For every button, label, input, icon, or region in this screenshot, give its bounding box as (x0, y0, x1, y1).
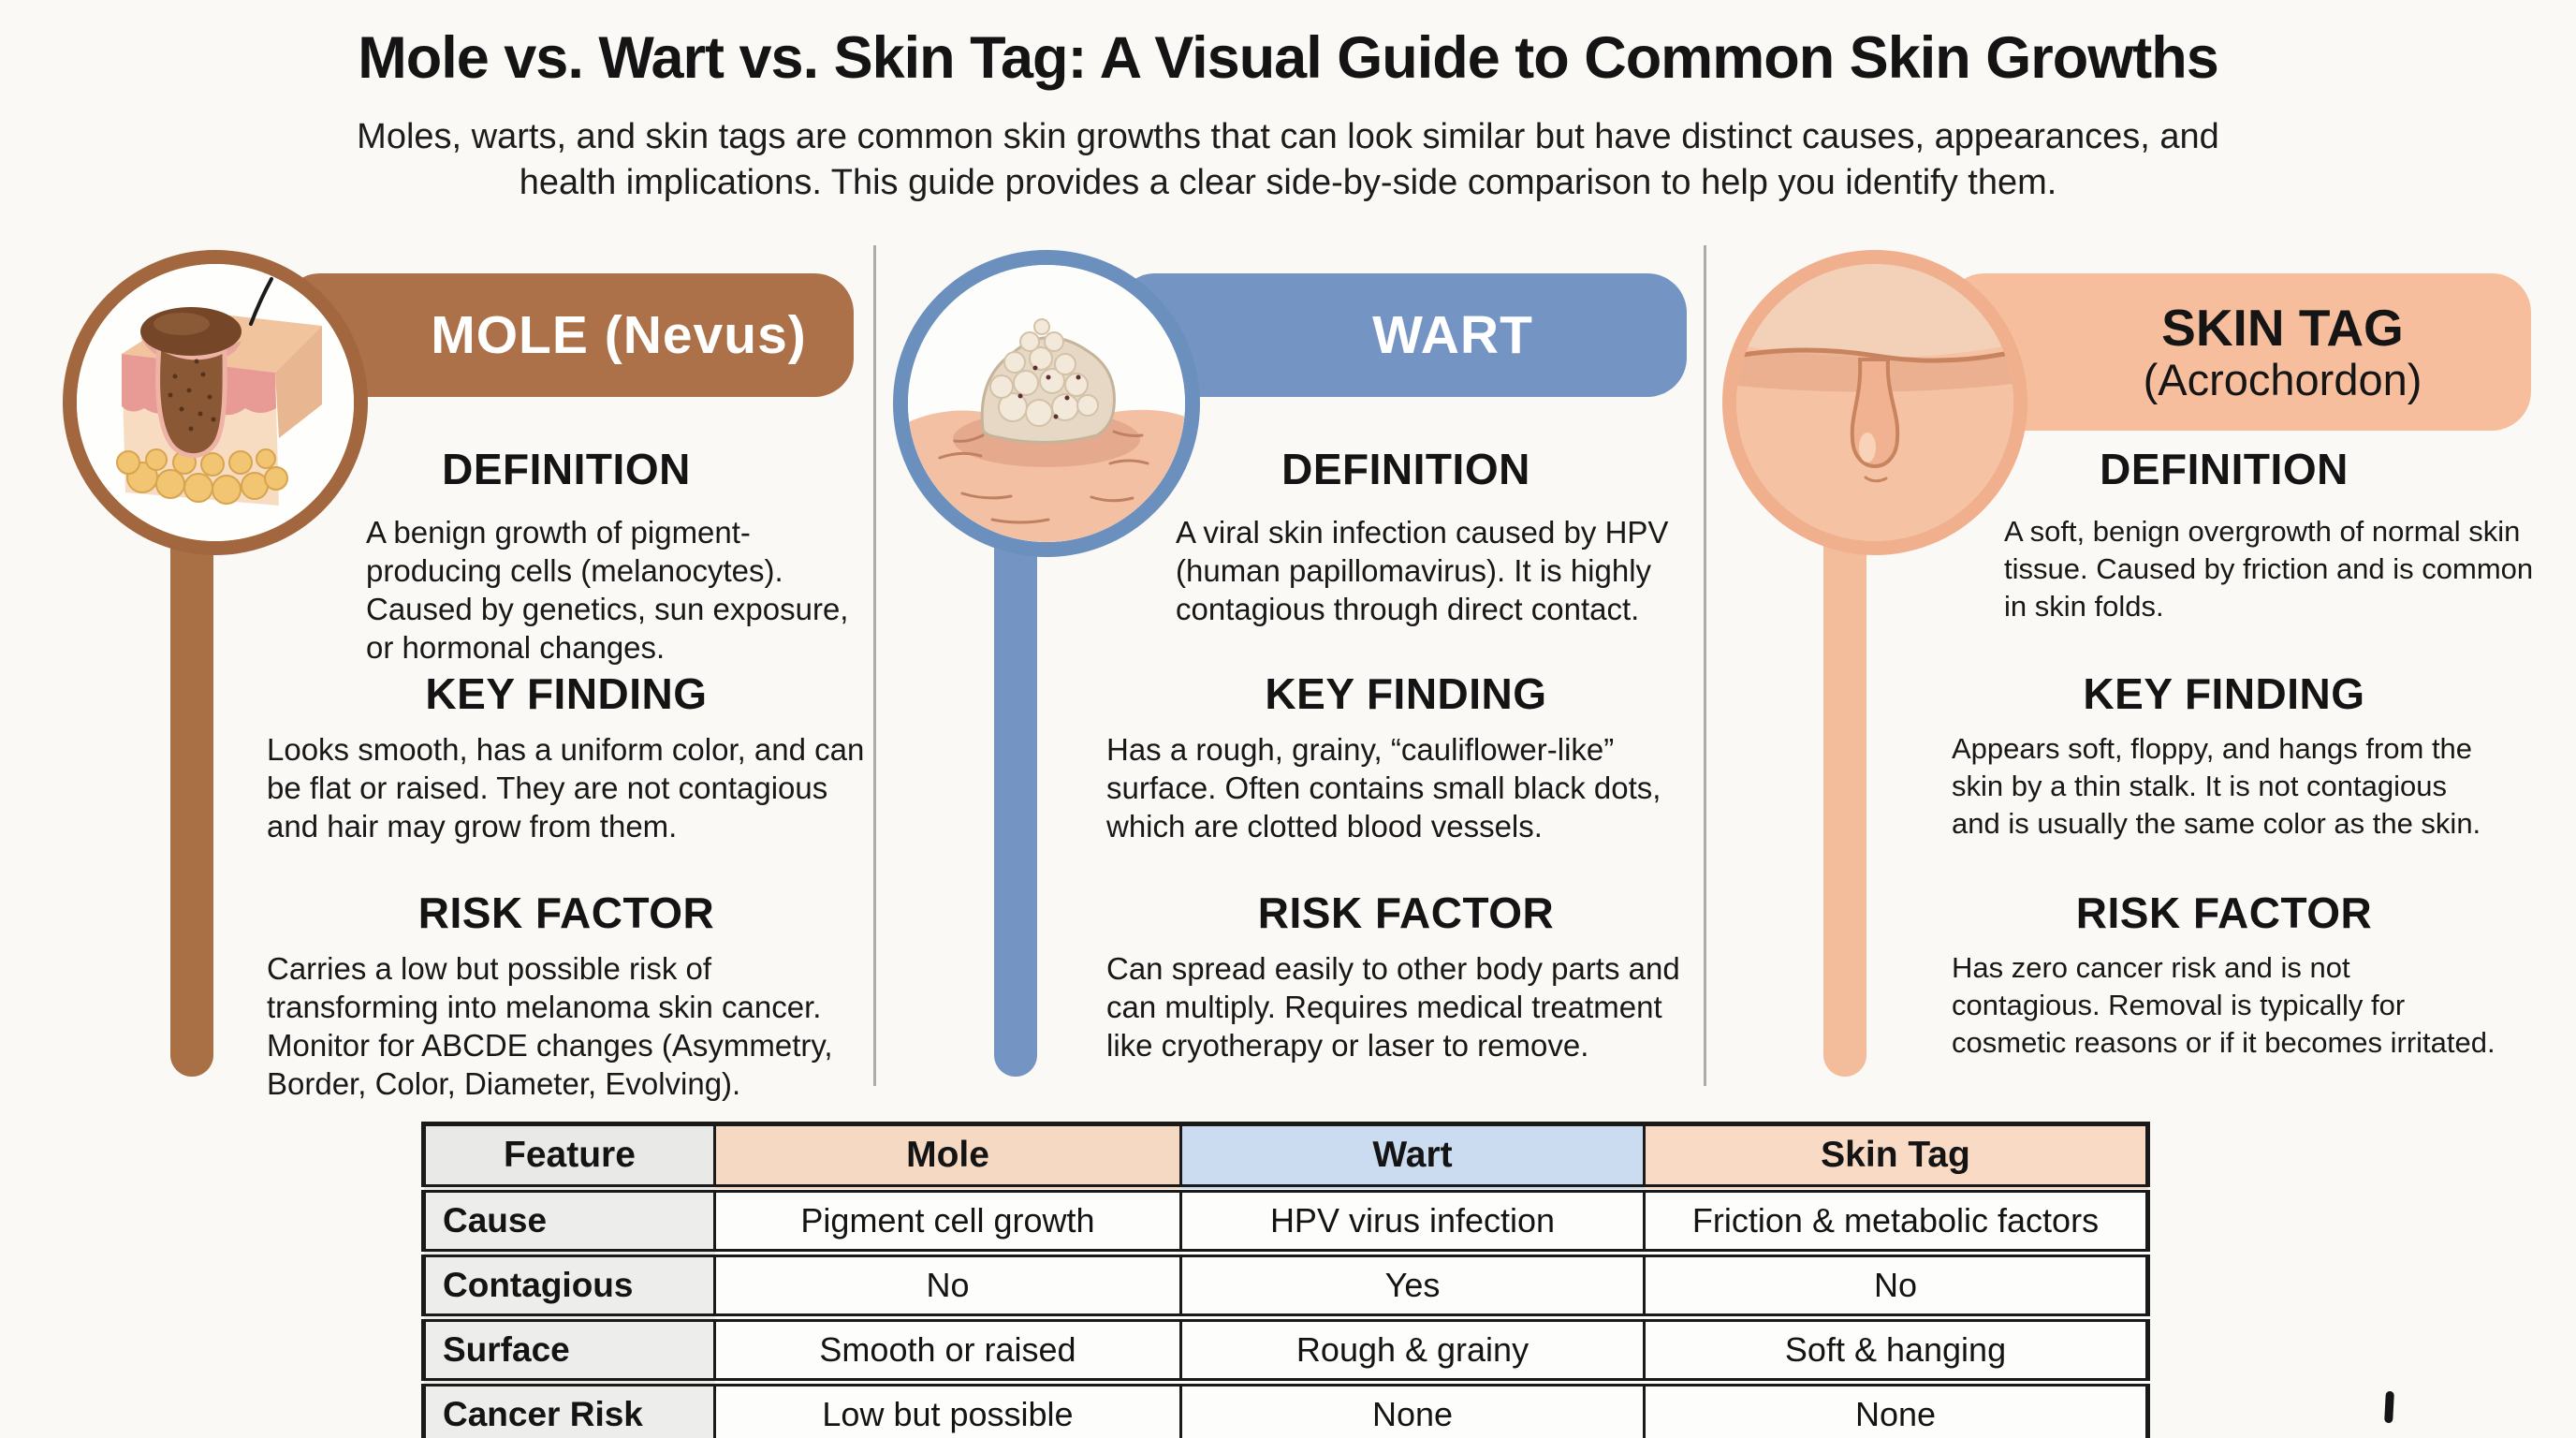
skin-tag-risk-factor-heading: RISK FACTOR (2075, 888, 2373, 937)
wart-key-finding-text: Has a rough, grainy, “cauliflower-like” … (1106, 732, 1661, 844)
skin-tag-hanging-stalk-illustration (1736, 264, 2013, 541)
column-divider-left (873, 245, 876, 1086)
table-row-cause: Cause Pigment cell growth HPV virus infe… (422, 1188, 2149, 1257)
comparison-table: Feature Mole Wart Skin Tag Cause Pigment… (421, 1122, 2150, 1438)
table-header-row: Feature Mole Wart Skin Tag (422, 1123, 2149, 1193)
row-label-surface: Surface (422, 1317, 716, 1387)
skin-tag-banner: SKIN TAG (Acrochordon) (1945, 273, 2531, 431)
wart-magnifier-lens (893, 250, 1200, 557)
table-header-wart: Wart (1179, 1123, 1646, 1193)
skin-tag-magnifier-lens (1722, 250, 2027, 555)
wart-definition-text: A viral skin infection caused by HPV (hu… (1176, 515, 1669, 626)
wart-bumpy-growth-illustration (908, 265, 1185, 542)
cancer-risk-skin-tag-cell: None (1643, 1382, 2149, 1438)
cancer-risk-wart-cell: None (1179, 1382, 1646, 1438)
skin-tag-key-finding-text: Appears soft, floppy, and hangs from the… (1952, 732, 2481, 840)
skin-tag-banner-title: SKIN TAG (2161, 299, 2404, 357)
cause-wart-cell: HPV virus infection (1179, 1188, 1646, 1257)
wart-risk-factor-heading: RISK FACTOR (1257, 888, 1555, 937)
contagious-wart-cell: Yes (1179, 1253, 1646, 1322)
contagious-skin-tag-cell: No (1643, 1253, 2149, 1322)
table-header-mole: Mole (713, 1123, 1182, 1193)
mole-risk-factor-heading: RISK FACTOR (417, 888, 715, 937)
subtitle-line-1: Moles, warts, and skin tags are common s… (357, 117, 2219, 156)
mole-definition-heading: DEFINITION (442, 445, 691, 493)
wart-banner: WART (1116, 273, 1687, 397)
wart-magnifier-handle (994, 529, 1037, 1077)
cause-skin-tag-cell: Friction & metabolic factors (1643, 1188, 2149, 1257)
contagious-mole-cell: No (713, 1253, 1182, 1322)
cancer-risk-mole-cell: Low but possible (713, 1382, 1182, 1438)
skin-tag-risk-factor-text: Has zero cancer risk and is not contagio… (1952, 951, 2496, 1059)
surface-mole-cell: Smooth or raised (713, 1317, 1182, 1387)
mole-key-finding-heading: KEY FINDING (425, 669, 708, 718)
table-header-feature: Feature (422, 1123, 716, 1193)
skin-tag-definition-text: A soft, benign overgrowth of normal skin… (2004, 515, 2534, 623)
stray-ink-mark (2384, 1390, 2394, 1424)
skin-tag-banner-subtitle: (Acrochordon) (2143, 355, 2422, 404)
row-label-cause: Cause (422, 1188, 716, 1257)
wart-key-finding-heading: KEY FINDING (1265, 669, 1547, 718)
table-header-skin-tag: Skin Tag (1643, 1123, 2149, 1193)
skin-tag-magnifier-handle (1823, 529, 1866, 1077)
mole-banner: MOLE (Nevus) (281, 273, 854, 397)
row-label-contagious: Contagious (422, 1253, 716, 1322)
wart-definition-heading: DEFINITION (1281, 445, 1530, 493)
wart-risk-factor-text: Can spread easily to other body parts an… (1106, 951, 1680, 1063)
mole-key-finding-text: Looks smooth, has a uniform color, and c… (267, 732, 865, 844)
mole-magnifier-lens (63, 250, 368, 555)
table-row-contagious: Contagious No Yes No (422, 1253, 2149, 1322)
table-row-cancer-risk: Cancer Risk Low but possible None None (422, 1382, 2149, 1438)
mole-magnifier-handle (170, 529, 213, 1077)
cause-mole-cell: Pigment cell growth (713, 1188, 1182, 1257)
surface-skin-tag-cell: Soft & hanging (1643, 1317, 2149, 1387)
surface-wart-cell: Rough & grainy (1179, 1317, 1646, 1387)
page-title: Mole vs. Wart vs. Skin Tag: A Visual Gui… (358, 25, 2218, 91)
row-label-cancer-risk: Cancer Risk (422, 1382, 716, 1438)
mole-definition-text: A benign growth of pigment-producing cel… (366, 515, 849, 665)
page-subtitle: Moles, warts, and skin tags are common s… (0, 114, 2576, 206)
wart-banner-title: WART (1372, 305, 1533, 365)
mole-banner-title: MOLE (Nevus) (431, 305, 807, 365)
subtitle-line-2: health implications. This guide provides… (519, 163, 2057, 202)
skin-tag-definition-heading: DEFINITION (2100, 445, 2349, 493)
skin-tag-key-finding-heading: KEY FINDING (2083, 669, 2365, 718)
mole-skin-cross-section-illustration (77, 264, 354, 541)
table-row-surface: Surface Smooth or raised Rough & grainy … (422, 1317, 2149, 1387)
mole-risk-factor-text: Carries a low but possible risk of trans… (267, 951, 833, 1101)
column-divider-right (1704, 245, 1706, 1086)
